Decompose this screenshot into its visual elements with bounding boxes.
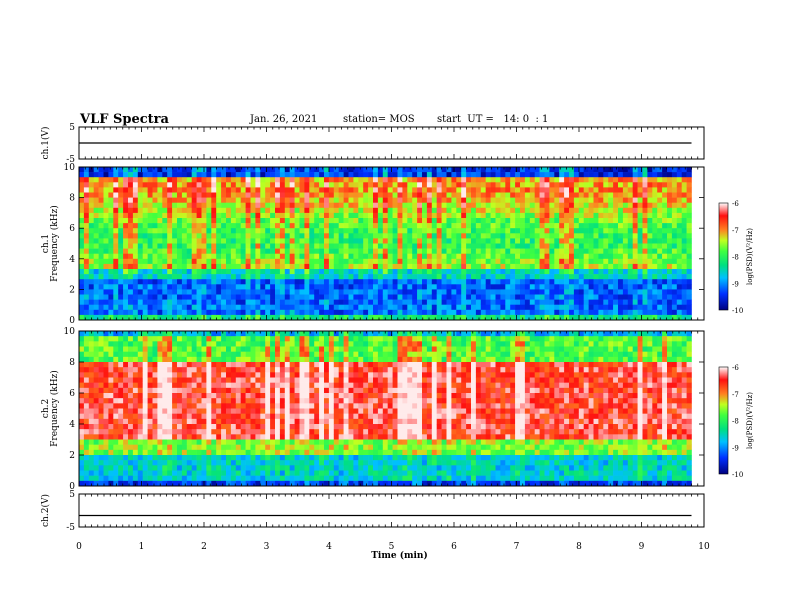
xtick-label: 7 [514, 542, 520, 552]
ylabel-spectrogram-ch1: Frequency (kHz) [49, 205, 60, 282]
xtick-label: 8 [576, 542, 582, 552]
ytick-label: 5 [69, 490, 75, 500]
colorbar-tick: -7 [732, 227, 739, 235]
ytick-label: 8 [69, 194, 75, 204]
colorbar-label: log(PSD)(V²/Hz) [746, 392, 754, 449]
ytick-label: 10 [64, 163, 76, 173]
station-label: station= MOS [343, 114, 415, 125]
ytick-label: 0 [69, 482, 75, 492]
ylabel-spectrogram-ch2: Frequency (kHz) [49, 370, 60, 447]
ylabel-waveform-ch1: ch.1(V) [40, 127, 51, 160]
colorbar-tick: -9 [732, 280, 739, 288]
ytick-label: 4 [69, 255, 75, 265]
colorbar-spectrogram-ch2 [718, 366, 729, 475]
xaxis-label: Time (min) [371, 550, 428, 561]
ytick-label: -5 [66, 155, 75, 165]
spectrogram-ch2-image [79, 331, 692, 487]
ytick-label: 2 [69, 285, 75, 295]
xtick-label: 5 [389, 542, 395, 552]
date-label: Jan. 26, 2021 [250, 114, 318, 125]
xtick-label: 2 [201, 542, 207, 552]
xtick-label: 1 [139, 542, 145, 552]
xtick-label: 10 [698, 542, 710, 552]
ytick-label: 2 [69, 451, 75, 461]
colorbar-tick: -7 [732, 391, 739, 399]
colorbar-tick: -9 [732, 444, 739, 452]
colorbar-tick: -8 [732, 254, 739, 262]
colorbar-tick: -6 [732, 200, 739, 208]
ytick-label: 4 [69, 420, 75, 430]
spectrogram-ch1-image [79, 167, 692, 321]
xtick-label: 0 [76, 542, 82, 552]
xtick-label: 3 [264, 542, 270, 552]
ytick-label: 6 [69, 224, 75, 234]
ytick-label: 6 [69, 389, 75, 399]
ytick-label: 5 [69, 123, 75, 133]
ytick-label: 8 [69, 358, 75, 368]
ytick-label: -5 [66, 523, 75, 533]
colorbar-tick: -8 [732, 418, 739, 426]
colorbar-spectrogram-ch1 [718, 202, 729, 311]
colorbar-tick: -10 [732, 307, 743, 315]
ytick-label: 0 [69, 316, 75, 326]
start-time-label: start UT = 14: 0 : 1 [437, 114, 549, 125]
colorbar-tick: -10 [732, 471, 743, 479]
ytick-label: 10 [64, 327, 76, 337]
colorbar-label: log(PSD)(V²/Hz) [746, 228, 754, 285]
ylabel-spectrogram-ch2: ch.2 [41, 399, 51, 418]
ylabel-spectrogram-ch1: ch.1 [41, 234, 51, 253]
xtick-label: 4 [326, 542, 332, 552]
chart-title: VLF Spectra [80, 112, 169, 127]
ylabel-waveform-ch2: ch.2(V) [40, 494, 51, 527]
colorbar-tick: -6 [732, 364, 739, 372]
xtick-label: 6 [451, 542, 457, 552]
xtick-label: 9 [639, 542, 645, 552]
